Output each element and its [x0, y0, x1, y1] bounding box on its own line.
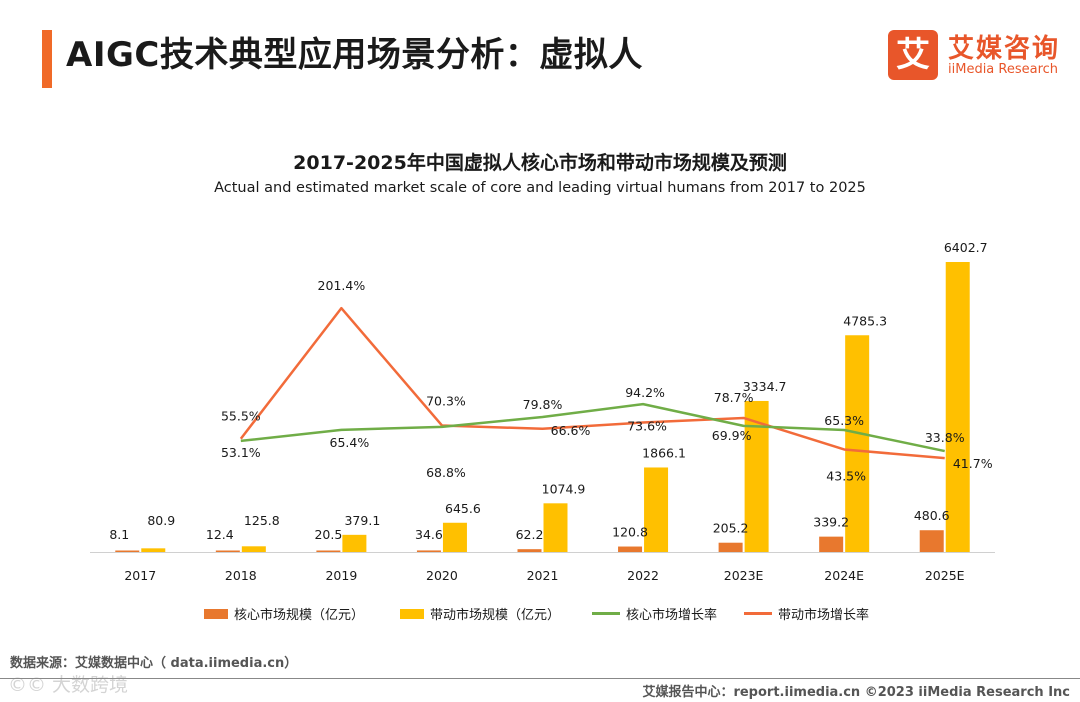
- legend-lead-growth-label: 带动市场增长率: [778, 608, 870, 623]
- label-core-2020: 34.6: [415, 527, 443, 542]
- label-core-2021: 62.2: [516, 527, 544, 542]
- label-core-2025E: 480.6: [914, 508, 950, 523]
- bar-lead-2024E: [845, 335, 870, 552]
- label-lead-growth-2019: 201.4%: [318, 278, 366, 293]
- legend-core-growth-label: 核心市场增长率: [626, 608, 718, 623]
- x-tick-2017: 2017: [124, 568, 156, 583]
- brand-logo[interactable]: 艾 艾媒咨询 iiMedia Research: [888, 28, 1068, 84]
- bar-lead-2021: [543, 503, 568, 552]
- x-tick-2025E: 2025E: [925, 568, 965, 583]
- label-core-2022: 120.8: [612, 525, 648, 540]
- x-tick-2019: 2019: [325, 568, 357, 583]
- bar-core-2020: [416, 550, 441, 552]
- bar-lead-2022: [644, 467, 669, 552]
- title-accent-bar: [42, 30, 52, 88]
- x-tick-2020: 2020: [426, 568, 458, 583]
- bar-lead-2019: [342, 534, 367, 552]
- label-core-2018: 12.4: [206, 527, 234, 542]
- legend-core-scale-swatch: [204, 608, 228, 619]
- x-tick-2018: 2018: [225, 568, 257, 583]
- x-tick-2021: 2021: [527, 568, 559, 583]
- chart-legend: 核心市场规模（亿元） 带动市场规模（亿元） 核心市场增长率 带动市场增长率: [0, 604, 1080, 624]
- logo-name-cn: 艾媒咨询: [948, 34, 1061, 64]
- label-lead-growth-2021: 66.6%: [551, 423, 591, 438]
- label-core-growth-2023E: 69.9%: [712, 428, 752, 443]
- footer-text: 艾媒报告中心：report.iimedia.cn ©2023 iiMedia R…: [642, 685, 1070, 700]
- label-core-growth-2025E: 41.7%: [953, 456, 993, 471]
- label-lead-2025E: 6402.7: [944, 240, 988, 255]
- chart-subtitle: Actual and estimated market scale of cor…: [214, 180, 866, 196]
- label-core-growth-2021: 79.8%: [523, 397, 563, 412]
- label-core-growth-2024E: 65.3%: [824, 413, 864, 428]
- legend-core-scale-label: 核心市场规模（亿元）: [234, 608, 365, 623]
- label-lead-growth-2020: 70.3%: [426, 393, 466, 408]
- bar-core-2019: [316, 550, 341, 552]
- label-core-growth-2018: 53.1%: [221, 445, 261, 460]
- label-lead-2017: 80.9: [147, 513, 175, 528]
- bar-core-2022: [618, 546, 643, 552]
- bar-lead-2025E: [945, 262, 970, 552]
- label-lead-growth-2024E: 43.5%: [826, 468, 866, 483]
- label-lead-growth-2018: 55.5%: [221, 409, 261, 424]
- legend-core-scale: 核心市场规模（亿元）: [204, 604, 364, 623]
- logo-icon: 艾: [888, 30, 938, 80]
- label-lead-2020: 645.6: [445, 501, 481, 516]
- bar-core-2018: [215, 550, 240, 552]
- label-lead-2024E: 4785.3: [843, 313, 887, 328]
- bar-core-2021: [517, 549, 542, 552]
- label-lead-2023E: 3334.7: [743, 379, 787, 394]
- x-tick-2024E: 2024E: [824, 568, 864, 583]
- label-core-2023E: 205.2: [713, 521, 749, 536]
- legend-lead-scale-swatch: [400, 608, 424, 619]
- bar-core-2017: [115, 550, 140, 552]
- line-core-growth: [240, 402, 945, 453]
- legend-core-growth-swatch: [592, 612, 620, 615]
- label-lead-2021: 1074.9: [542, 481, 586, 496]
- bar-core-2023E: [718, 542, 743, 552]
- bar-lead-2017: [141, 548, 166, 552]
- label-core-2019: 20.5: [314, 527, 342, 542]
- page-title: AIGC技术典型应用场景分析：虚拟人: [66, 35, 643, 75]
- label-core-growth-2020: 68.8%: [426, 465, 466, 480]
- data-source: 数据来源：艾媒数据中心（ data.iimedia.cn）: [10, 656, 298, 671]
- label-lead-2018: 125.8: [244, 513, 280, 528]
- bar-lead-2020: [442, 522, 467, 552]
- label-lead-2019: 379.1: [344, 513, 380, 528]
- bar-core-2025E: [919, 530, 944, 552]
- label-lead-growth-2025E: 33.8%: [925, 430, 965, 445]
- label-core-2017: 8.1: [109, 527, 129, 542]
- footer-divider: [0, 678, 1080, 679]
- label-lead-growth-2023E: 78.7%: [714, 390, 754, 405]
- bar-core-2024E: [819, 536, 844, 552]
- legend-lead-scale-label: 带动市场规模（亿元）: [430, 608, 561, 623]
- bar-lead-2018: [241, 546, 266, 552]
- label-core-2024E: 339.2: [813, 515, 849, 530]
- watermark: ©© 大数跨境: [8, 674, 129, 696]
- chart-title: 2017-2025年中国虚拟人核心市场和带动市场规模及预测: [293, 152, 787, 174]
- legend-lead-growth: 带动市场增长率: [744, 604, 869, 623]
- label-core-growth-2022: 94.2%: [625, 385, 665, 400]
- legend-lead-growth-swatch: [744, 612, 772, 615]
- legend-lead-scale: 带动市场规模（亿元）: [400, 604, 560, 623]
- x-tick-2023E: 2023E: [724, 568, 764, 583]
- x-tick-2022: 2022: [627, 568, 659, 583]
- label-lead-2022: 1866.1: [642, 445, 686, 460]
- label-lead-growth-2022: 73.6%: [627, 419, 667, 434]
- line-lead-growth: [239, 306, 945, 460]
- logo-name-en: iiMedia Research: [948, 62, 1059, 77]
- label-core-growth-2019: 65.4%: [330, 435, 370, 450]
- legend-core-growth: 核心市场增长率: [592, 604, 717, 623]
